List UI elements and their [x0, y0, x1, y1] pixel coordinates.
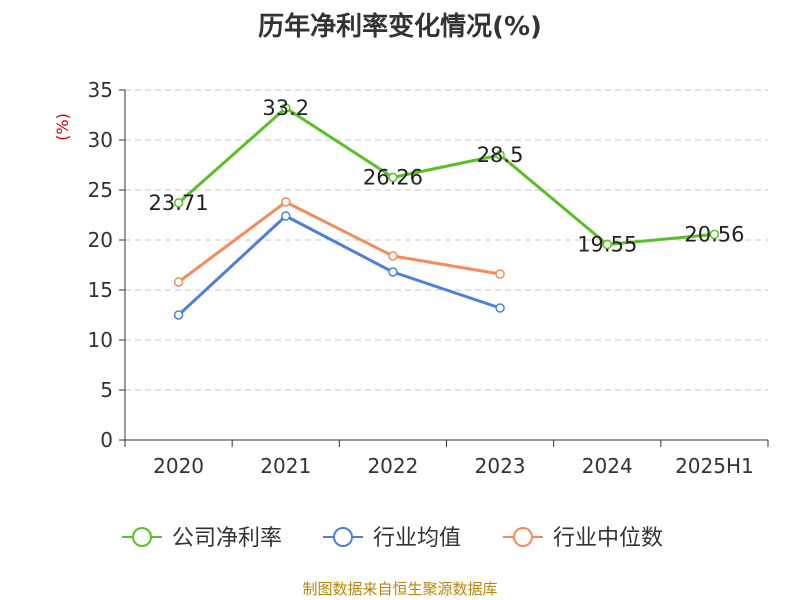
- data-point: [281, 211, 291, 221]
- data-label: 19.55: [577, 233, 637, 257]
- data-point: [388, 251, 398, 261]
- data-point: [281, 197, 291, 207]
- data-label: 23.71: [149, 191, 209, 215]
- data-point: [173, 277, 184, 287]
- source-note: 制图数据来自恒生聚源数据库: [302, 580, 498, 598]
- series-line: [177, 106, 715, 246]
- x-tick-label: 2021: [260, 454, 311, 478]
- data-point: [281, 103, 291, 113]
- data-point: [495, 150, 505, 160]
- series-line: [177, 200, 501, 284]
- legend-marker: [132, 527, 152, 547]
- legend-label: 行业中位数: [553, 526, 663, 551]
- y-tick-label: 30: [88, 128, 113, 152]
- data-point: [173, 310, 184, 320]
- y-tick-label: 20: [88, 228, 113, 252]
- y-tick-label: 35: [88, 78, 113, 102]
- legend-label: 行业均值: [373, 526, 461, 551]
- data-point: [495, 303, 505, 313]
- data-point: [709, 229, 720, 240]
- series-line: [177, 214, 501, 317]
- data-label: 20.56: [684, 222, 744, 246]
- x-tick-label: 2025H1: [675, 454, 754, 478]
- y-tick-label: 15: [88, 278, 113, 302]
- data-point: [173, 198, 184, 208]
- legend-label: 公司净利率: [172, 526, 282, 551]
- data-label: 33.2: [262, 96, 309, 120]
- data-point: [495, 269, 505, 279]
- chart-title: 历年净利率变化情况(%): [258, 12, 542, 42]
- x-tick-label: 2022: [367, 454, 418, 478]
- data-point: [602, 239, 612, 250]
- legend-marker: [333, 527, 353, 547]
- data-point: [388, 267, 398, 277]
- y-tick-label: 10: [88, 328, 113, 352]
- y-tick-label: 25: [88, 178, 113, 202]
- y-axis-label: (%): [53, 113, 72, 141]
- x-tick-label: 2023: [475, 454, 526, 478]
- data-label: 26.26: [363, 165, 423, 189]
- y-tick-label: 5: [100, 378, 113, 402]
- data-point: [388, 172, 398, 183]
- data-label: 28.5: [477, 143, 524, 167]
- legend-marker: [513, 527, 533, 547]
- x-tick-label: 2024: [582, 454, 633, 478]
- y-tick-label: 0: [100, 428, 113, 452]
- x-tick-label: 2020: [153, 454, 204, 478]
